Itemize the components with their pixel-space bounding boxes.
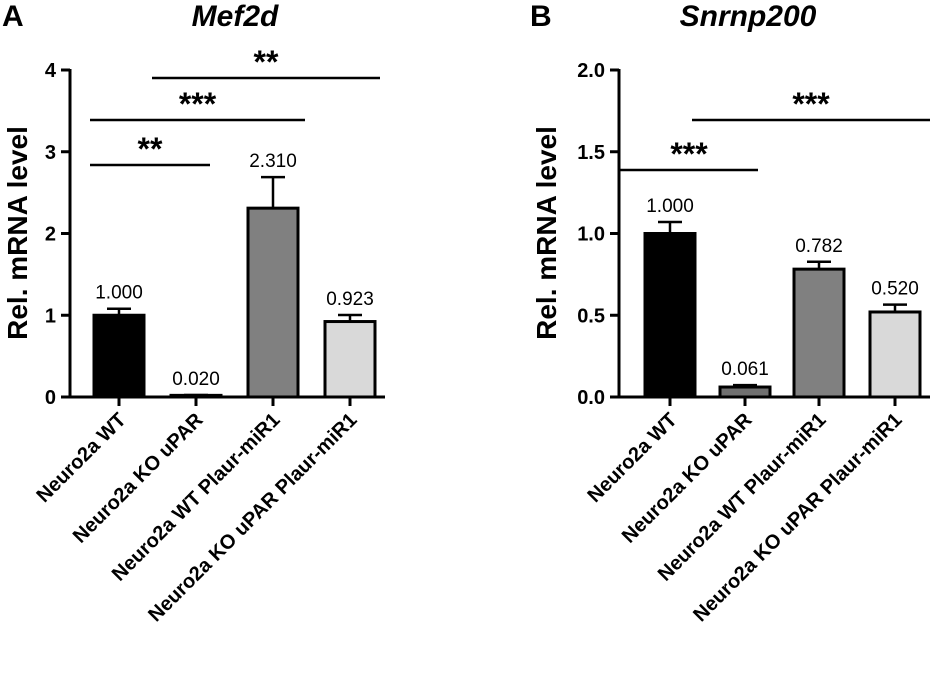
chart-title-b: Snrnp200	[680, 0, 817, 33]
significance-label-a-0: **	[138, 131, 163, 167]
value-label-b-2: 0.782	[795, 236, 843, 257]
category-label-a-1: Neuro2a KO uPAR	[69, 409, 208, 548]
bar-b-0	[643, 232, 697, 399]
chart-title-a: Mef2d	[192, 0, 279, 33]
value-label-a-1: 0.020	[172, 369, 220, 390]
y-tick-label-b-2: 1.0	[577, 224, 605, 246]
value-label-b-0: 1.000	[646, 196, 694, 217]
y-tick-label-b-0: 0.0	[577, 387, 605, 409]
y-axis-label-a: Rel. mRNA level	[2, 126, 33, 340]
y-tick-label-a-4: 4	[45, 60, 57, 82]
value-label-b-3: 0.520	[871, 279, 919, 300]
y-tick-label-a-2: 2	[45, 224, 56, 246]
panel-letter-b: B	[530, 0, 552, 33]
significance-label-b-0: ***	[670, 136, 708, 172]
significance-label-b-1: ***	[792, 86, 830, 122]
panel-letter-a: A	[2, 0, 24, 33]
y-axis-label-b: Rel. mRNA level	[531, 126, 562, 340]
y-tick-label-b-4: 2.0	[577, 60, 605, 82]
y-tick-label-b-1: 0.5	[577, 305, 605, 327]
significance-label-a-2: **	[254, 44, 279, 80]
y-tick-label-a-1: 1	[45, 305, 56, 327]
y-tick-label-a-0: 0	[45, 387, 56, 409]
significance-b: *** ***	[620, 86, 930, 172]
value-label-a-3: 0.923	[326, 289, 374, 310]
bar-b-3	[868, 310, 922, 399]
value-label-a-0: 1.000	[95, 283, 143, 304]
panel-b: B Snrnp200 Rel. mRNA level 1.000 Neuro2a …	[530, 0, 930, 626]
category-label-b-1: Neuro2a KO uPAR	[618, 409, 757, 548]
value-label-b-1: 0.061	[721, 359, 769, 380]
y-tick-label-b-3: 1.5	[577, 142, 605, 164]
significance-label-a-1: ***	[179, 86, 217, 122]
significance-a: *******	[90, 44, 380, 167]
value-label-a-2: 2.310	[249, 151, 297, 172]
y-tick-label-a-3: 3	[45, 142, 56, 164]
bar-a-0	[92, 313, 146, 399]
bar-a-3	[323, 320, 377, 399]
bar-a-2	[246, 206, 300, 399]
bar-b-2	[792, 267, 846, 399]
